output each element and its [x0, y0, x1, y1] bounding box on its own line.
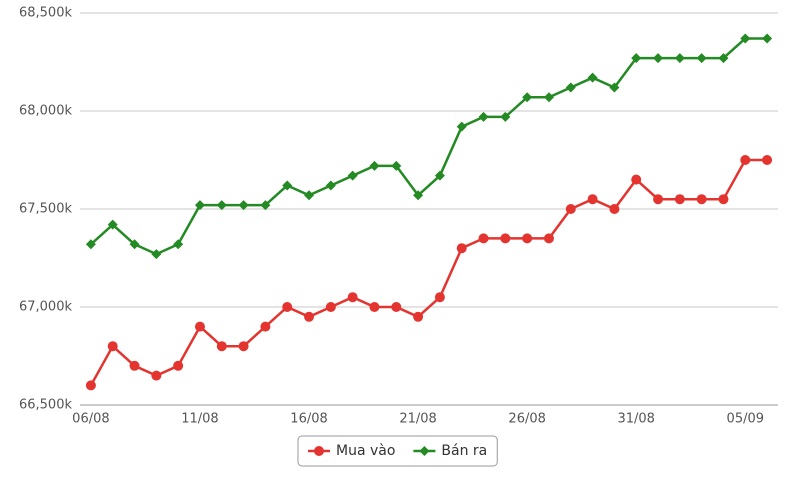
- point-marker: [173, 239, 184, 250]
- y-tick-label: 68,500k: [19, 6, 72, 21]
- point-marker: [391, 302, 402, 312]
- series-line: [89, 158, 768, 387]
- point-marker: [674, 53, 685, 64]
- point-marker: [696, 194, 707, 205]
- legend-box: [297, 435, 498, 467]
- point-marker: [194, 321, 205, 332]
- point-marker: [260, 200, 271, 211]
- point-marker: [369, 302, 380, 312]
- point-marker: [478, 233, 489, 244]
- legend-marker: [314, 446, 324, 456]
- x-tick-label: 11/08: [181, 412, 218, 427]
- point-marker: [85, 239, 96, 250]
- point-marker: [456, 243, 467, 254]
- point-marker: [107, 341, 118, 352]
- point-marker: [238, 200, 249, 211]
- point-marker: [216, 200, 227, 211]
- legend-item[interactable]: Bán ra: [413, 443, 487, 459]
- legend-marker: [419, 446, 430, 456]
- y-tick-label: 67,000k: [19, 300, 72, 315]
- point-marker: [304, 190, 315, 201]
- point-marker: [369, 160, 380, 171]
- point-marker: [85, 380, 96, 391]
- point-marker: [500, 111, 511, 122]
- y-tick-label: 66,500k: [19, 398, 72, 413]
- point-marker: [194, 200, 205, 211]
- x-tick-label: 31/08: [617, 412, 654, 427]
- point-marker: [500, 233, 511, 244]
- point-marker: [173, 360, 184, 371]
- point-marker: [347, 170, 358, 181]
- point-marker: [129, 360, 140, 371]
- point-marker: [347, 292, 358, 303]
- point-marker: [718, 53, 729, 64]
- point-marker: [238, 341, 249, 352]
- point-marker: [151, 249, 162, 260]
- point-marker: [565, 204, 576, 214]
- point-marker: [304, 311, 315, 322]
- point-marker: [282, 180, 293, 191]
- point-marker: [391, 160, 402, 171]
- point-marker: [762, 155, 773, 165]
- legend-label: Mua vào: [336, 443, 395, 459]
- point-marker: [260, 321, 271, 332]
- x-tick-label: 21/08: [399, 412, 436, 427]
- series: [85, 33, 773, 260]
- x-tick-label: 05/09: [727, 412, 764, 427]
- point-marker: [696, 53, 707, 64]
- point-marker: [129, 239, 140, 250]
- point-marker: [565, 82, 576, 93]
- point-marker: [456, 121, 467, 132]
- point-marker: [653, 194, 664, 205]
- point-marker: [282, 302, 293, 312]
- point-marker: [413, 190, 424, 201]
- point-marker: [151, 370, 162, 381]
- point-marker: [325, 180, 336, 191]
- point-marker: [762, 33, 773, 44]
- point-marker: [609, 204, 620, 214]
- point-marker: [413, 311, 424, 322]
- point-marker: [543, 92, 554, 103]
- y-tick-label: 67,500k: [19, 202, 72, 217]
- point-marker: [107, 219, 118, 230]
- point-marker: [653, 53, 664, 64]
- point-marker: [609, 82, 620, 93]
- point-marker: [587, 194, 598, 205]
- legend-label: Bán ra: [441, 443, 487, 459]
- point-marker: [478, 111, 489, 122]
- point-marker: [631, 53, 642, 64]
- point-marker: [674, 194, 685, 205]
- point-marker: [543, 233, 554, 244]
- series-line: [90, 37, 768, 256]
- series: [85, 155, 773, 391]
- x-tick-label: 06/08: [72, 412, 109, 427]
- point-marker: [522, 92, 533, 103]
- point-marker: [740, 155, 751, 165]
- x-tick-label: 16/08: [290, 412, 327, 427]
- point-marker: [325, 302, 336, 312]
- point-marker: [718, 194, 729, 205]
- point-marker: [587, 72, 598, 83]
- legend-item[interactable]: Mua vào: [308, 443, 395, 459]
- point-marker: [434, 292, 445, 303]
- legend: Mua vào Bán ra: [297, 435, 498, 467]
- point-marker: [522, 233, 533, 244]
- point-marker: [434, 170, 445, 181]
- x-tick-label: 26/08: [508, 412, 545, 427]
- point-marker: [631, 174, 642, 185]
- point-marker: [216, 341, 227, 352]
- y-tick-label: 68,000k: [19, 104, 72, 119]
- point-marker: [740, 33, 751, 44]
